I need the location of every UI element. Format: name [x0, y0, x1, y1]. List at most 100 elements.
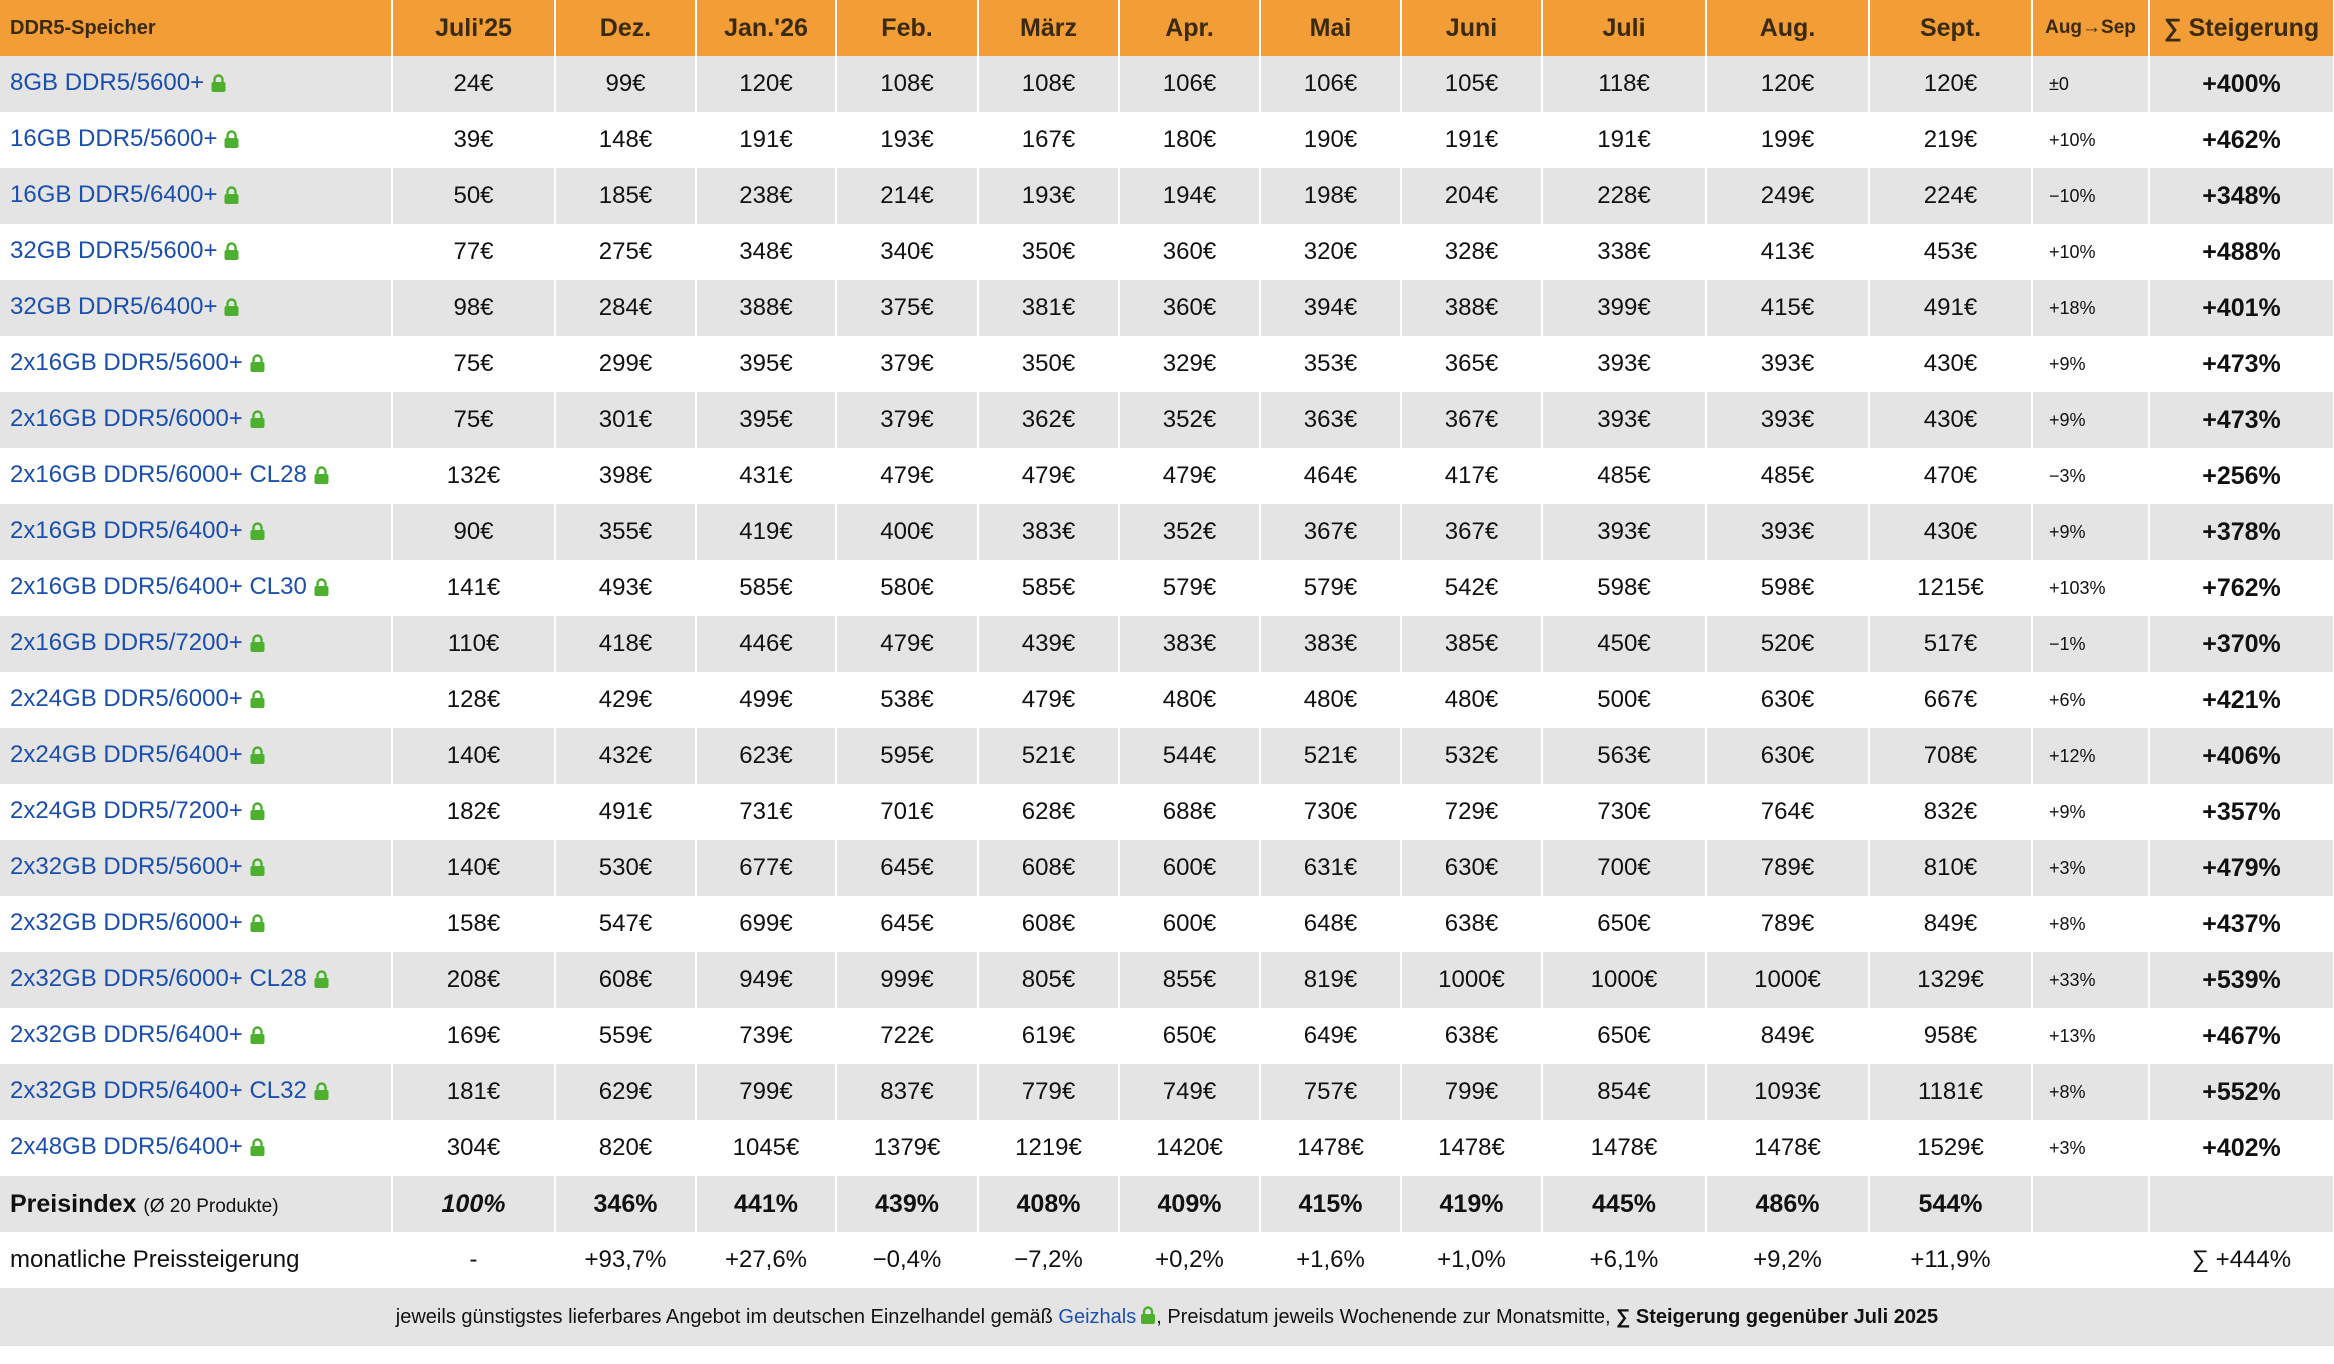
- price-cell: 532€: [1401, 728, 1543, 784]
- lock-icon: [223, 240, 240, 268]
- geizhals-link[interactable]: Geizhals: [1058, 1305, 1137, 1328]
- header-month: Feb.: [836, 0, 979, 56]
- price-cell: 628€: [978, 784, 1120, 840]
- product-link[interactable]: 32GB DDR5/5600+: [10, 236, 218, 264]
- product-link[interactable]: 16GB DDR5/5600+: [10, 124, 218, 152]
- product-cell: 2x16GB DDR5/6000+ CL28: [0, 448, 393, 504]
- product-cell: 32GB DDR5/6400+: [0, 280, 393, 336]
- product-link[interactable]: 2x48GB DDR5/6400+: [10, 1132, 243, 1160]
- price-cell: 699€: [696, 896, 837, 952]
- price-cell: 701€: [836, 784, 979, 840]
- footer-text-bold: ∑ Steigerung gegenüber Juli 2025: [1616, 1305, 1939, 1328]
- total-increase-cell: +402%: [2149, 1120, 2334, 1176]
- product-link[interactable]: 2x16GB DDR5/7200+: [10, 628, 243, 656]
- change-cell: +103%: [2032, 560, 2150, 616]
- price-cell: 198€: [1260, 168, 1402, 224]
- change-cell: +33%: [2032, 952, 2150, 1008]
- header-product: DDR5-Speicher: [0, 0, 393, 56]
- price-cell: 648€: [1260, 896, 1402, 952]
- product-link[interactable]: 8GB DDR5/5600+: [10, 68, 205, 96]
- change-cell: +10%: [2032, 224, 2150, 280]
- product-link[interactable]: 2x16GB DDR5/6000+: [10, 404, 243, 432]
- price-cell: 431€: [696, 448, 837, 504]
- price-index-title: Preisindex: [10, 1189, 137, 1218]
- total-increase-cell: +370%: [2149, 616, 2334, 672]
- price-cell: 799€: [696, 1064, 837, 1120]
- price-cell: 1478€: [1542, 1120, 1707, 1176]
- lock-icon: [313, 464, 330, 492]
- price-cell: 193€: [978, 168, 1120, 224]
- product-link[interactable]: 2x24GB DDR5/6000+: [10, 684, 243, 712]
- price-cell: 352€: [1119, 392, 1261, 448]
- price-cell: 417€: [1401, 448, 1543, 504]
- price-cell: 1219€: [978, 1120, 1120, 1176]
- price-cell: 619€: [978, 1008, 1120, 1064]
- price-cell: 579€: [1119, 560, 1261, 616]
- total-increase-cell: +378%: [2149, 504, 2334, 560]
- price-cell: 1045€: [696, 1120, 837, 1176]
- header-row: DDR5-Speicher Juli'25 Dez. Jan.'26 Feb. …: [0, 0, 2334, 56]
- price-cell: 730€: [1260, 784, 1402, 840]
- price-index-label: Preisindex (Ø 20 Produkte): [0, 1176, 393, 1232]
- price-cell: 1000€: [1542, 952, 1707, 1008]
- table-row: 2x24GB DDR5/6400+ 140€ 432€ 623€ 595€ 521€ 544…: [0, 728, 2334, 784]
- product-link[interactable]: 2x16GB DDR5/5600+: [10, 348, 243, 376]
- price-cell: 1329€: [1869, 952, 2033, 1008]
- price-cell: 393€: [1706, 336, 1870, 392]
- price-cell: 355€: [555, 504, 697, 560]
- price-cell: 284€: [555, 280, 697, 336]
- price-cell: 419€: [696, 504, 837, 560]
- price-index-value: 419%: [1401, 1176, 1543, 1232]
- product-link[interactable]: 2x32GB DDR5/5600+: [10, 852, 243, 880]
- header-month: Sept.: [1869, 0, 2033, 56]
- product-link[interactable]: 32GB DDR5/6400+: [10, 292, 218, 320]
- price-cell: 854€: [1542, 1064, 1707, 1120]
- monthly-increase-value: +11,9%: [1869, 1232, 2033, 1288]
- table-row: 2x48GB DDR5/6400+ 304€ 820€ 1045€ 1379€ 1219€…: [0, 1120, 2334, 1176]
- product-link[interactable]: 2x16GB DDR5/6400+ CL30: [10, 572, 307, 600]
- lock-icon: [223, 128, 240, 156]
- footer-row: jeweils günstigstes lieferbares Angebot …: [0, 1288, 2334, 1346]
- price-cell: 645€: [836, 896, 979, 952]
- price-cell: 140€: [392, 728, 556, 784]
- price-index-value: 441%: [696, 1176, 837, 1232]
- price-cell: 352€: [1119, 504, 1261, 560]
- price-cell: 450€: [1542, 616, 1707, 672]
- product-link[interactable]: 2x24GB DDR5/6400+: [10, 740, 243, 768]
- price-cell: 1181€: [1869, 1064, 2033, 1120]
- price-cell: 399€: [1542, 280, 1707, 336]
- price-cell: 430€: [1869, 392, 2033, 448]
- product-cell: 32GB DDR5/5600+: [0, 224, 393, 280]
- price-cell: 320€: [1260, 224, 1402, 280]
- product-link[interactable]: 16GB DDR5/6400+: [10, 180, 218, 208]
- product-link[interactable]: 2x32GB DDR5/6000+: [10, 908, 243, 936]
- total-increase-cell: +762%: [2149, 560, 2334, 616]
- product-link[interactable]: 2x16GB DDR5/6000+ CL28: [10, 460, 307, 488]
- price-index-value: 408%: [978, 1176, 1120, 1232]
- price-cell: 393€: [1542, 392, 1707, 448]
- lock-icon: [249, 1136, 266, 1164]
- product-link[interactable]: 2x32GB DDR5/6000+ CL28: [10, 964, 307, 992]
- change-cell: +10%: [2032, 112, 2150, 168]
- price-cell: 304€: [392, 1120, 556, 1176]
- product-link[interactable]: 2x32GB DDR5/6400+: [10, 1020, 243, 1048]
- price-cell: 379€: [836, 336, 979, 392]
- price-cell: 805€: [978, 952, 1120, 1008]
- price-cell: 158€: [392, 896, 556, 952]
- table-row: 16GB DDR5/6400+ 50€ 185€ 238€ 214€ 193€ 194€ 19…: [0, 168, 2334, 224]
- price-cell: 749€: [1119, 1064, 1261, 1120]
- product-link[interactable]: 2x32GB DDR5/6400+ CL32: [10, 1076, 307, 1104]
- lock-icon: [249, 912, 266, 940]
- lock-icon: [249, 800, 266, 828]
- product-link[interactable]: 2x16GB DDR5/6400+: [10, 516, 243, 544]
- price-cell: 757€: [1260, 1064, 1402, 1120]
- product-cell: 16GB DDR5/6400+: [0, 168, 393, 224]
- table-row: 2x16GB DDR5/7200+ 110€ 418€ 446€ 479€ 439€ 383…: [0, 616, 2334, 672]
- product-cell: 2x48GB DDR5/6400+: [0, 1120, 393, 1176]
- price-cell: 595€: [836, 728, 979, 784]
- monthly-increase-value: +1,0%: [1401, 1232, 1543, 1288]
- price-cell: 958€: [1869, 1008, 2033, 1064]
- product-link[interactable]: 2x24GB DDR5/7200+: [10, 796, 243, 824]
- price-cell: 140€: [392, 840, 556, 896]
- price-cell: 1478€: [1401, 1120, 1543, 1176]
